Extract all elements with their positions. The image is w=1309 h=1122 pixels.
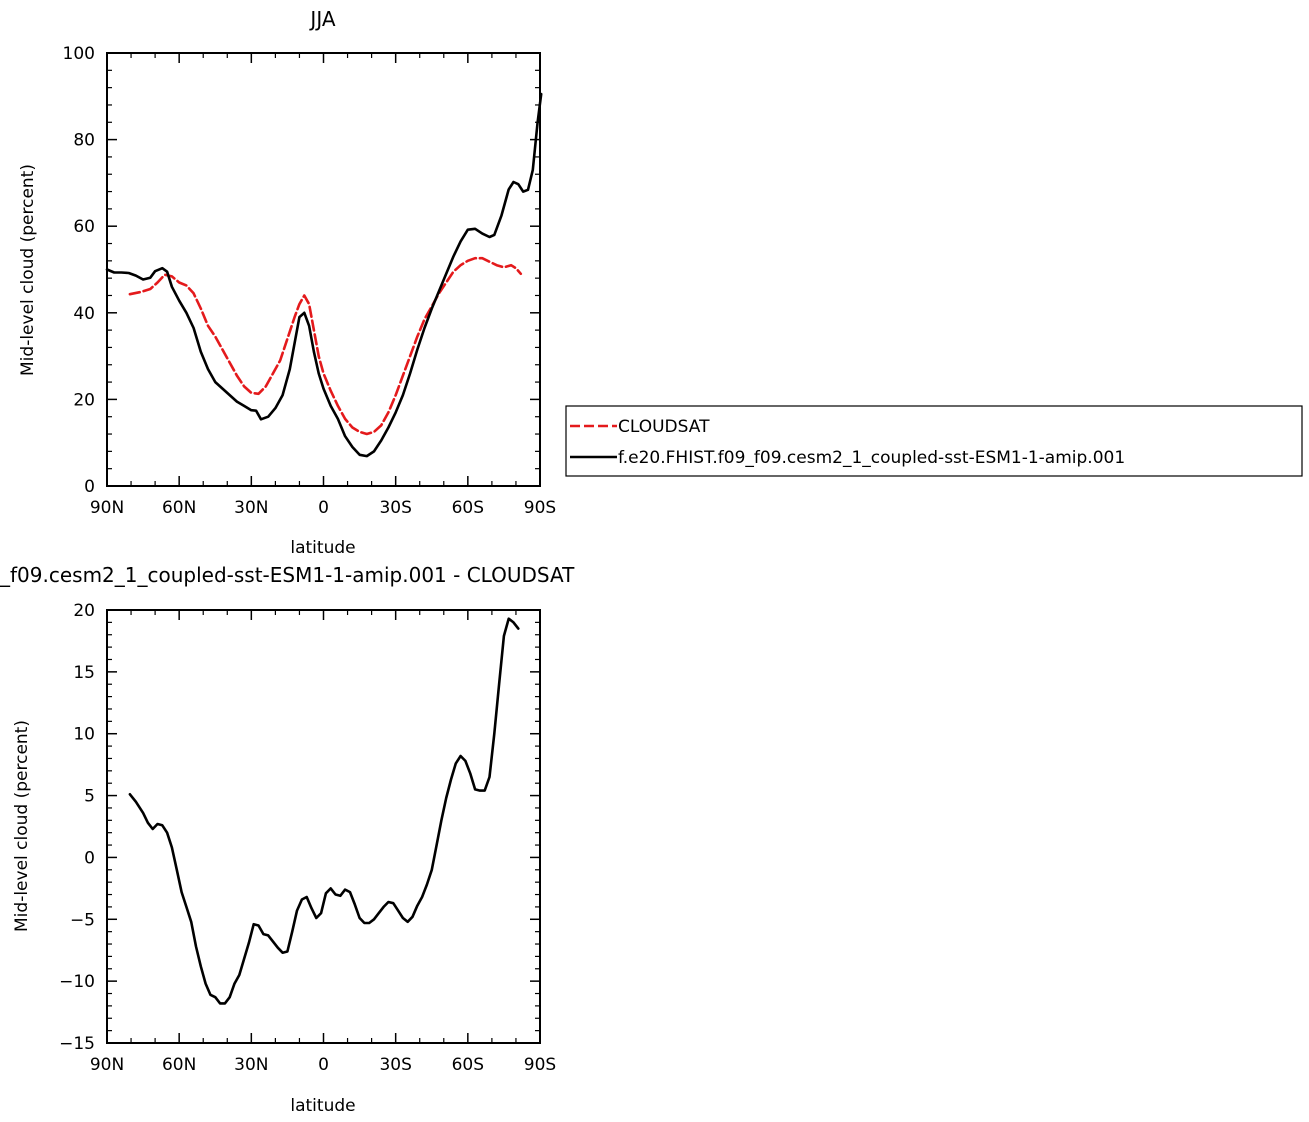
top-y-tick-label: 80	[73, 131, 95, 151]
bottom-x-tick-label: 30N	[234, 1055, 268, 1075]
legend: CLOUDSAT f.e20.FHIST.f09_f09.cesm2_1_cou…	[565, 405, 1303, 477]
top-x-tick-label: 30N	[234, 498, 268, 518]
top-y-axis-label: Mid-level cloud (percent)	[18, 164, 38, 376]
bottom-y-tick-label: 20	[73, 601, 95, 621]
bottom-plot-frame	[106, 609, 541, 1044]
top-x-tick-label: 30S	[379, 498, 411, 518]
bottom-x-tick-label: 90S	[524, 1055, 556, 1075]
top-panel: JJA 90N 60N 30N 0 30S 60S 90S 0 20 40 60 80 100 lati…	[18, 7, 556, 558]
top-plot-frame	[106, 52, 541, 487]
bottom-y-tick-label: 15	[73, 663, 95, 683]
series-line-model	[105, 92, 543, 458]
top-y-tick-label: 100	[63, 44, 95, 64]
bottom-panel: _f09.cesm2_1_coupled-sst-ESM1-1-amip.001…	[0, 563, 575, 1116]
top-x-tick-label: 60N	[162, 498, 196, 518]
bottom-x-tick-label: 90N	[90, 1055, 124, 1075]
bottom-chart-title: _f09.cesm2_1_coupled-sst-ESM1-1-amip.001…	[0, 563, 575, 587]
bottom-series	[128, 617, 520, 1005]
bottom-y-tick-label: −15	[59, 1034, 95, 1054]
legend-box	[565, 405, 1303, 477]
bottom-y-tick-label: 0	[84, 848, 95, 868]
series-line-cloudsat	[128, 256, 523, 436]
bottom-y-tick-label: 10	[73, 725, 95, 745]
top-y-tick-label: 60	[73, 217, 95, 237]
top-y-tick-label: 20	[73, 390, 95, 410]
bottom-y-tick-label: 5	[84, 787, 95, 807]
top-chart-title: JJA	[308, 7, 335, 31]
top-y-tick-label: 0	[84, 477, 95, 497]
top-y-tick-label: 40	[73, 304, 95, 324]
bottom-x-tick-label: 0	[318, 1055, 329, 1075]
bottom-x-tick-label: 60N	[162, 1055, 196, 1075]
top-series	[105, 92, 543, 458]
top-ticks: 90N 60N 30N 0 30S 60S 90S 0 20 40 60 80 100	[63, 44, 557, 518]
bottom-ticks: 90N 60N 30N 0 30S 60S 90S −15 −10 −5 0 5 10 15 20	[59, 601, 556, 1075]
top-x-axis-label: latitude	[290, 538, 355, 558]
top-x-tick-label: 60S	[452, 498, 484, 518]
top-x-tick-label: 90S	[524, 498, 556, 518]
bottom-x-axis-label: latitude	[290, 1096, 355, 1116]
legend-label-cloudsat: CLOUDSAT	[618, 417, 710, 437]
series-line-difference	[128, 617, 520, 1005]
bottom-y-tick-label: −10	[59, 972, 95, 992]
top-x-tick-label: 0	[318, 498, 329, 518]
bottom-y-tick-label: −5	[70, 910, 95, 930]
legend-label-model: f.e20.FHIST.f09_f09.cesm2_1_coupled-sst-…	[618, 448, 1125, 468]
top-x-tick-label: 90N	[90, 498, 124, 518]
bottom-y-axis-label: Mid-level cloud (percent)	[12, 720, 32, 932]
bottom-x-tick-label: 30S	[379, 1055, 411, 1075]
bottom-x-tick-label: 60S	[452, 1055, 484, 1075]
